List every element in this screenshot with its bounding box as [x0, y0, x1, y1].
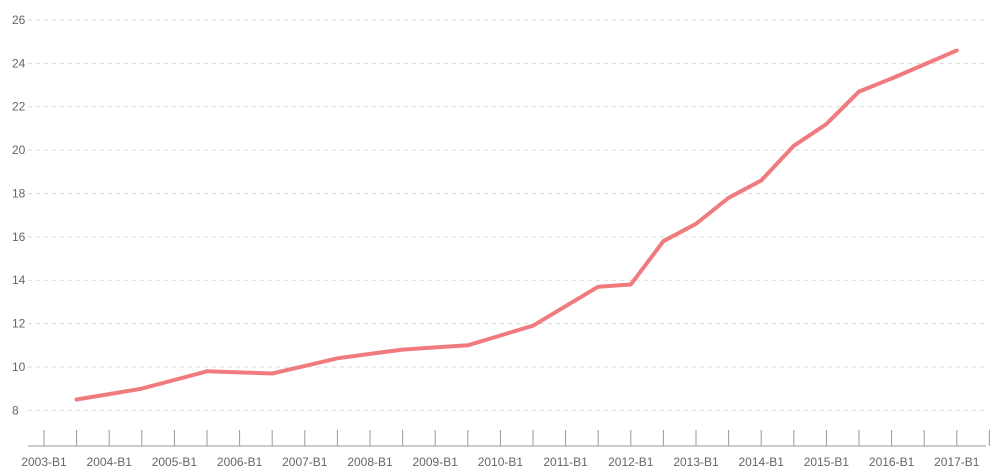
- x-tick-label: 2015-B1: [804, 455, 850, 469]
- y-tick-label: 14: [12, 273, 26, 287]
- x-tick-label: 2005-B1: [152, 455, 198, 469]
- x-tick-label: 2017-B1: [934, 455, 980, 469]
- x-tick-label: 2013-B1: [673, 455, 719, 469]
- x-tick-label: 2010-B1: [478, 455, 524, 469]
- y-tick-label: 22: [12, 100, 26, 114]
- x-axis: 2003-B1 2004-B1 2005-B1 2006-B1 2007-B1 2008-…: [21, 430, 990, 469]
- y-tick-label: 8: [12, 403, 19, 417]
- y-tick-label: 26: [12, 13, 26, 27]
- series-line-0: [74, 48, 959, 402]
- x-tick-label: 2004-B1: [87, 455, 133, 469]
- x-tick-label: 2003-B1: [21, 455, 67, 469]
- x-tick-label: 2016-B1: [869, 455, 915, 469]
- y-tick-label: 16: [12, 230, 26, 244]
- x-tick-label: 2007-B1: [282, 455, 328, 469]
- y-tick-label: 12: [12, 317, 26, 331]
- y-tick-label: 24: [12, 56, 26, 70]
- y-tick-label: 18: [12, 186, 26, 200]
- series-layer: [74, 48, 959, 402]
- x-tick-label: 2008-B1: [347, 455, 393, 469]
- x-tick-label: 2011-B1: [543, 455, 588, 469]
- y-axis-labels: 8 10 12 14 16 18 20 22 24 26: [12, 13, 26, 417]
- x-tick-label: 2009-B1: [413, 455, 459, 469]
- x-tick-label: 2012-B1: [608, 455, 654, 469]
- x-tick-label: 2006-B1: [217, 455, 263, 469]
- grid-layer: [28, 19, 986, 411]
- x-tick-label: 2014-B1: [739, 455, 785, 469]
- y-tick-label: 10: [12, 360, 26, 374]
- y-tick-label: 20: [12, 143, 26, 157]
